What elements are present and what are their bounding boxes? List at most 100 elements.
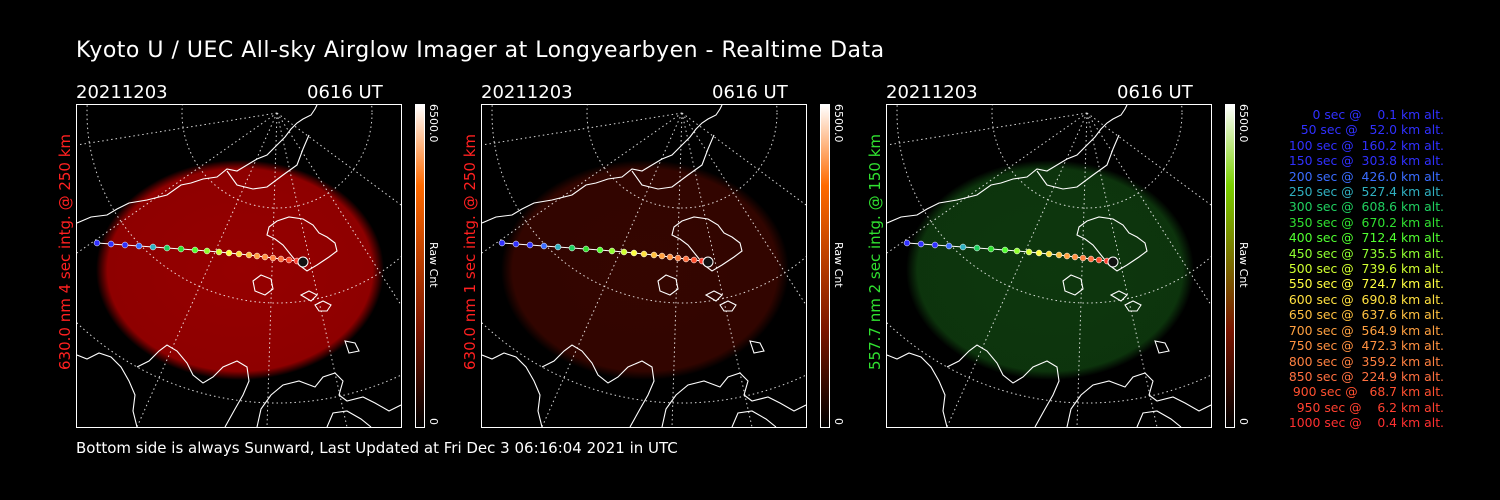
legend-row: 50 sec @ 52.0 km alt. (1292, 122, 1444, 138)
trajectory-point (1095, 256, 1103, 264)
trajectory-point (666, 253, 674, 261)
colorbar-max-label: 6500.0 (1237, 104, 1250, 143)
coastlines (887, 105, 1211, 427)
trajectory-point (1055, 251, 1063, 259)
trajectory-point (1063, 252, 1071, 260)
trajectory-point (690, 256, 698, 264)
allsky-map (481, 104, 807, 428)
colorbar-title: Raw Cnt (427, 242, 440, 288)
allsky-image (96, 160, 384, 380)
legend-row: 900 sec @ 68.7 km alt. (1288, 384, 1444, 400)
trajectory-point (1087, 255, 1095, 263)
satellite-trajectory (93, 239, 309, 268)
trajectory-point (1025, 248, 1033, 256)
panel-date: 20211203 (76, 82, 168, 103)
trajectory-point (1071, 253, 1079, 261)
geo-grid (887, 105, 1211, 427)
panel-ylabel: 630.0 nm 1 sec intg. @ 250 km (461, 133, 479, 370)
trajectory-point (163, 244, 171, 252)
trajectory-point (93, 239, 101, 247)
trajectory-point (285, 256, 293, 264)
colorbar-max-label: 6500.0 (832, 104, 845, 143)
legend-row: 450 sec @ 735.5 km alt. (1284, 245, 1444, 261)
page-title: Kyoto U / UEC All-sky Airglow Imager at … (76, 38, 885, 63)
trajectory-point (1035, 249, 1043, 257)
trajectory-point (959, 243, 967, 251)
colorbar-min-label: 0 (832, 418, 845, 425)
trajectory-point (149, 243, 157, 251)
trajectory-point (203, 247, 211, 255)
legend-row: 400 sec @ 712.4 km alt. (1284, 230, 1444, 246)
legend-row: 650 sec @ 637.6 km alt. (1284, 307, 1444, 323)
legend-row: 750 sec @ 472.3 km alt. (1284, 338, 1444, 354)
allsky-svg (887, 105, 1211, 427)
trajectory-point (215, 248, 223, 256)
trajectory-point (177, 245, 185, 253)
trajectory-point (674, 254, 682, 262)
trajectory-point (903, 239, 911, 247)
trajectory-point (554, 243, 562, 251)
panel-ylabel: 630.0 nm 4 sec intg. @ 250 km (56, 133, 74, 370)
trajectory-point (582, 245, 590, 253)
trajectory-point (107, 240, 115, 248)
legend-row: 850 sec @ 224.9 km alt. (1284, 368, 1444, 384)
trajectory-point (682, 255, 690, 263)
trajectory-point (917, 240, 925, 248)
legend-row: 100 sec @ 160.2 km alt. (1284, 137, 1444, 153)
colorbar-max-label: 6500.0 (427, 104, 440, 143)
legend-row: 150 sec @ 303.8 km alt. (1284, 153, 1444, 169)
panel-date: 20211203 (886, 82, 978, 103)
allsky-map (76, 104, 402, 428)
trajectory-point (269, 254, 277, 262)
colorbar-title: Raw Cnt (1237, 242, 1250, 288)
footer-status: Bottom side is always Sunward, Last Upda… (76, 439, 678, 457)
trajectory-point (253, 252, 261, 260)
trajectory-point (658, 252, 666, 260)
legend-row: 600 sec @ 690.8 km alt. (1284, 291, 1444, 307)
trajectory-point (973, 244, 981, 252)
panel-date: 20211203 (481, 82, 573, 103)
allsky-image (906, 160, 1194, 380)
allsky-image (501, 160, 789, 380)
panel-time: 0616 UT (307, 82, 383, 103)
trajectory-legend: 0 sec @ 0.1 km alt. 50 sec @ 52.0 km alt… (1262, 107, 1444, 431)
satellite-trajectory (903, 239, 1119, 268)
trajectory-point (1001, 246, 1009, 254)
coastlines (482, 105, 806, 427)
colorbar-min-label: 0 (1237, 418, 1250, 425)
trajectory-point (931, 241, 939, 249)
colorbar (820, 104, 830, 428)
legend-row: 800 sec @ 359.2 km alt. (1284, 353, 1444, 369)
launch-site-marker (702, 256, 714, 268)
trajectory-point (650, 251, 658, 259)
allsky-map (886, 104, 1212, 428)
trajectory-point (512, 240, 520, 248)
trajectory-point (235, 250, 243, 258)
panel-time: 0616 UT (712, 82, 788, 103)
trajectory-point (620, 248, 628, 256)
panel-time: 0616 UT (1117, 82, 1193, 103)
trajectory-point (640, 250, 648, 258)
trajectory-point (191, 246, 199, 254)
trajectory-point (526, 241, 534, 249)
colorbar (1225, 104, 1235, 428)
trajectory-point (121, 241, 129, 249)
trajectory-point (630, 249, 638, 257)
trajectory-point (225, 249, 233, 257)
launch-site-marker (1107, 256, 1119, 268)
legend-row: 950 sec @ 6.2 km alt. (1292, 399, 1444, 415)
allsky-svg (482, 105, 806, 427)
trajectory-point (135, 242, 143, 250)
trajectory-point (540, 242, 548, 250)
legend-row: 500 sec @ 739.6 km alt. (1284, 261, 1444, 277)
legend-row: 300 sec @ 608.6 km alt. (1284, 199, 1444, 215)
panel-ylabel: 557.7 nm 2 sec intg. @ 150 km (866, 133, 884, 370)
trajectory-point (1045, 250, 1053, 258)
trajectory-point (1079, 254, 1087, 262)
geo-grid (77, 105, 401, 427)
legend-row: 0 sec @ 0.1 km alt. (1300, 107, 1444, 122)
trajectory-point (945, 242, 953, 250)
legend-row: 1000 sec @ 0.4 km alt. (1288, 415, 1444, 431)
colorbar-title: Raw Cnt (832, 242, 845, 288)
trajectory-point (596, 246, 604, 254)
